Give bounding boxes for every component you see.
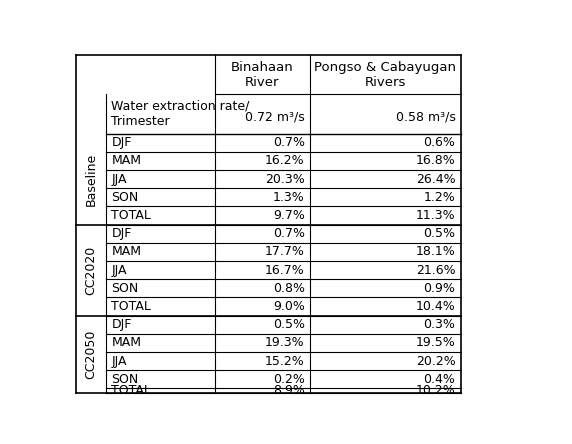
Text: 26.4%: 26.4% — [416, 173, 455, 186]
Text: MAM: MAM — [112, 246, 141, 258]
Text: 0.7%: 0.7% — [273, 227, 305, 240]
Text: JJA: JJA — [112, 173, 127, 186]
Text: 8.9%: 8.9% — [273, 385, 305, 397]
Text: Water extraction rate/
Trimester: Water extraction rate/ Trimester — [112, 100, 250, 128]
Text: DJF: DJF — [112, 227, 132, 240]
Text: 20.3%: 20.3% — [265, 173, 305, 186]
Text: Baseline: Baseline — [85, 152, 97, 206]
Text: DJF: DJF — [112, 136, 132, 149]
Text: JJA: JJA — [112, 264, 127, 277]
Text: CC2020: CC2020 — [85, 246, 97, 295]
Text: MAM: MAM — [112, 337, 141, 349]
Text: 0.3%: 0.3% — [423, 318, 455, 331]
Text: 16.7%: 16.7% — [265, 264, 305, 277]
Text: 0.9%: 0.9% — [423, 282, 455, 295]
Text: 20.2%: 20.2% — [416, 355, 455, 368]
Text: 0.4%: 0.4% — [423, 373, 455, 386]
Text: SON: SON — [112, 373, 138, 386]
Text: 0.2%: 0.2% — [273, 373, 305, 386]
Text: 0.5%: 0.5% — [273, 318, 305, 331]
Text: 9.7%: 9.7% — [273, 209, 305, 222]
Text: SON: SON — [112, 282, 138, 295]
Text: JJA: JJA — [112, 355, 127, 368]
Text: 16.2%: 16.2% — [265, 155, 305, 167]
Text: TOTAL: TOTAL — [112, 209, 151, 222]
Text: Pongso & Cabayugan
Rivers: Pongso & Cabayugan Rivers — [315, 61, 456, 89]
Text: TOTAL: TOTAL — [112, 300, 151, 313]
Text: 0.72 m³/s: 0.72 m³/s — [245, 111, 305, 124]
Text: 0.5%: 0.5% — [423, 227, 455, 240]
Text: 18.1%: 18.1% — [416, 246, 455, 258]
Text: 15.2%: 15.2% — [265, 355, 305, 368]
Text: 9.0%: 9.0% — [273, 300, 305, 313]
Text: 10.2%: 10.2% — [416, 385, 455, 397]
Text: MAM: MAM — [112, 155, 141, 167]
Text: 11.3%: 11.3% — [416, 209, 455, 222]
Text: 17.7%: 17.7% — [265, 246, 305, 258]
Text: 21.6%: 21.6% — [416, 264, 455, 277]
Text: 19.3%: 19.3% — [265, 337, 305, 349]
Text: 1.3%: 1.3% — [273, 191, 305, 204]
Text: 19.5%: 19.5% — [416, 337, 455, 349]
Text: DJF: DJF — [112, 318, 132, 331]
Text: TOTAL: TOTAL — [112, 385, 151, 397]
Text: Binahaan
River: Binahaan River — [231, 61, 293, 89]
Text: 1.2%: 1.2% — [424, 191, 455, 204]
Text: CC2050: CC2050 — [85, 330, 97, 379]
Text: 0.7%: 0.7% — [273, 136, 305, 149]
Text: 0.6%: 0.6% — [423, 136, 455, 149]
Text: 16.8%: 16.8% — [416, 155, 455, 167]
Text: 0.58 m³/s: 0.58 m³/s — [395, 111, 455, 124]
Text: 10.4%: 10.4% — [416, 300, 455, 313]
Text: SON: SON — [112, 191, 138, 204]
Text: 0.8%: 0.8% — [273, 282, 305, 295]
